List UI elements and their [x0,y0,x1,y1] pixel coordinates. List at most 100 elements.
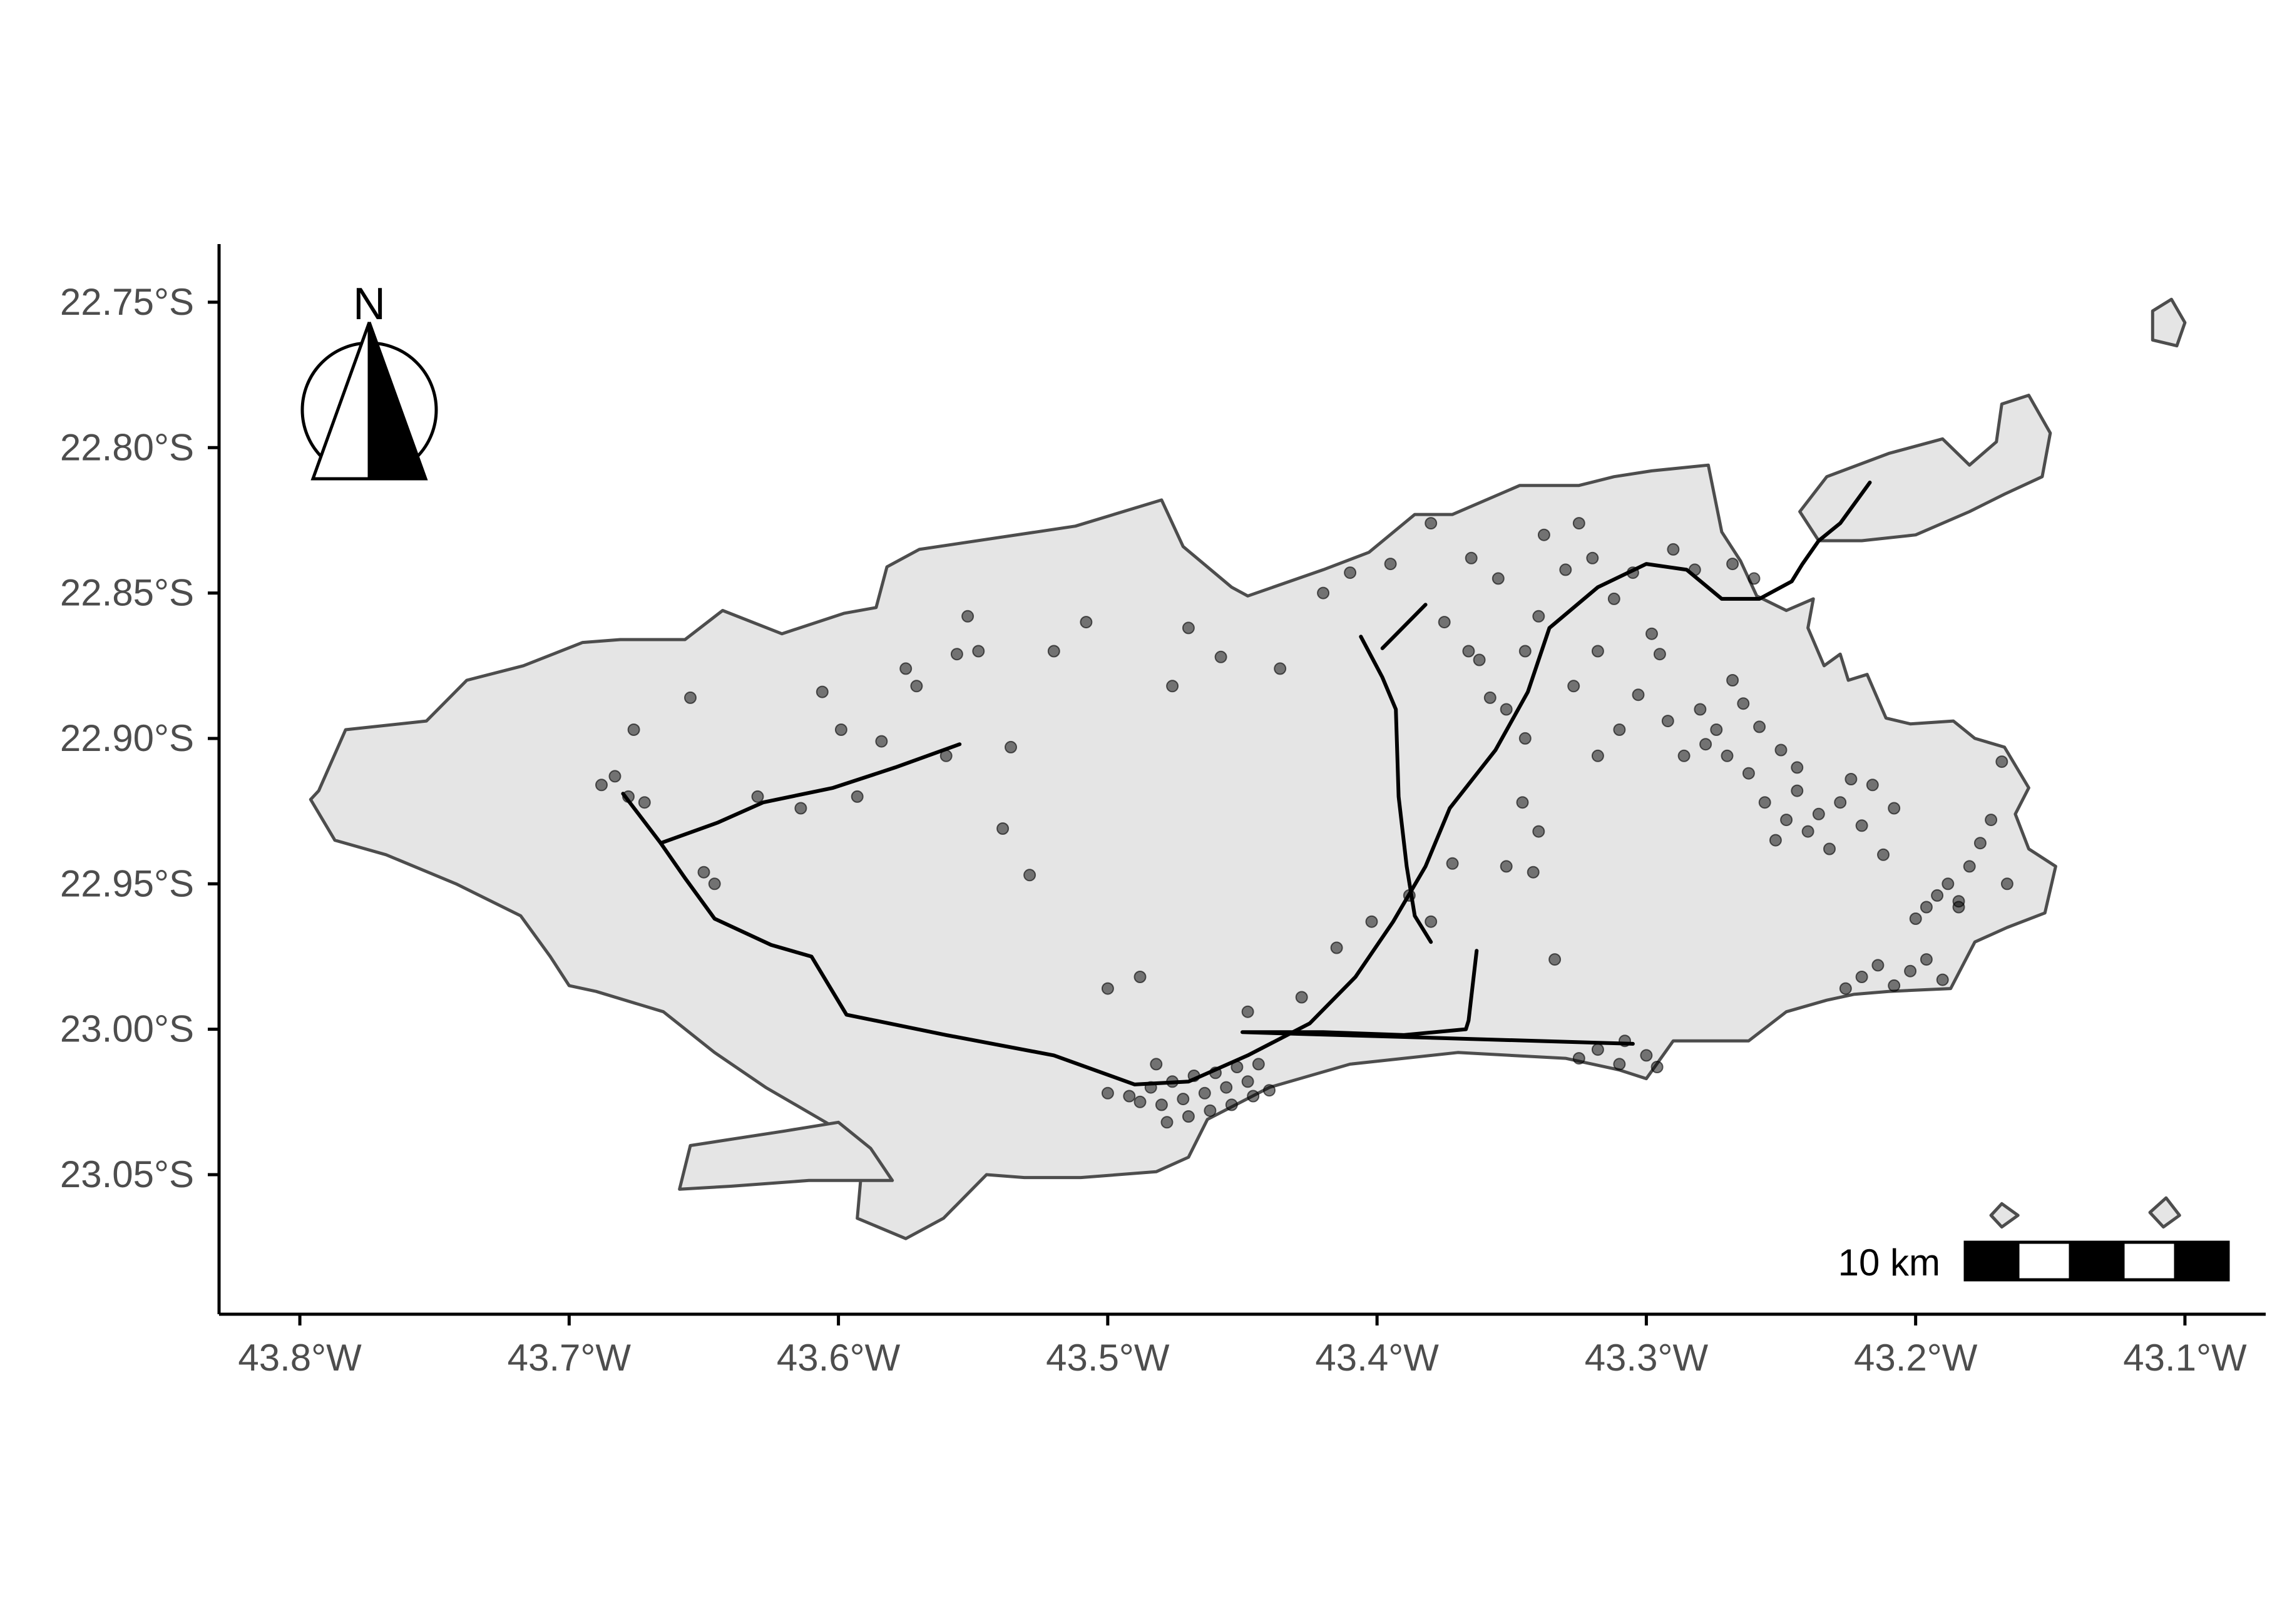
data-point [1491,572,1505,585]
data-point [1753,720,1766,733]
scale-bar-segment [2016,1240,2072,1282]
data-point [1567,680,1580,693]
x-tick-label: 43.8°W [238,1337,362,1379]
data-point [1726,674,1739,687]
data-point [1834,796,1847,809]
x-ticks: 43.8°W 43.7°W 43.6°W 43.5°W 43.4°W 43.3°W 43.2… [238,1314,2247,1379]
data-point [1230,1061,1244,1073]
data-point [1247,1090,1260,1103]
data-point [1166,680,1179,693]
data-point [1123,1090,1136,1103]
x-tick-label: 43.2°W [1854,1337,1978,1379]
data-point [1995,755,2008,769]
data-point [834,723,847,736]
data-point [1155,1098,1168,1111]
data-point [1241,1075,1254,1088]
north-arrow-letter: N [353,279,386,329]
data-point [1780,814,1793,827]
data-point [1548,953,1562,966]
x-tick-label: 43.6°W [777,1337,901,1379]
data-point [1446,857,1459,870]
data-point [1274,662,1287,675]
data-point [608,770,622,783]
data-point [875,735,888,748]
data-point [1699,738,1712,751]
data-point [595,779,608,792]
data-point [1952,901,1965,914]
data-point [1653,648,1666,661]
data-point [939,749,953,762]
data-point [622,790,635,803]
scale-bar-segment [2174,1240,2230,1282]
scale-bar-segment [1963,1240,2020,1282]
compass-needle-left [310,322,371,481]
data-point [1214,650,1227,663]
data-point [751,790,764,803]
data-point [1209,1066,1222,1080]
data-point [961,610,975,623]
data-point [1101,1086,1114,1100]
axes: 43.8°W 43.7°W 43.6°W 43.5°W 43.4°W 43.3°W 43.2… [60,244,2266,1379]
island-polygon [2148,1196,2181,1229]
data-point [1532,610,1545,623]
data-point [996,822,1010,835]
y-ticks: 22.75°S 22.80°S 22.85°S 22.90°S 22.95°S 23.00… [60,281,219,1195]
x-tick-label: 43.5°W [1046,1337,1170,1379]
data-point [950,648,963,661]
data-point [1791,761,1804,774]
data-point [1909,912,1922,925]
data-point [1855,971,1868,983]
data-point [1632,688,1645,702]
data-point [1640,1049,1653,1062]
data-point [2000,877,2013,891]
data-point [1855,819,1868,832]
data-point [1844,773,1858,785]
data-point [1769,834,1782,847]
data-point [1500,703,1513,716]
data-point [1931,889,1944,902]
data-point [1942,877,1955,891]
x-tick-label: 43.4°W [1315,1337,1439,1379]
data-point [1198,1086,1211,1100]
data-point [1710,723,1723,736]
y-tick-label: 22.95°S [60,862,194,904]
data-point [1920,901,1933,914]
data-point [1462,645,1475,658]
data-point [1791,784,1804,797]
data-point [1182,1110,1195,1123]
data-point [1839,982,1852,995]
island-polygon [2151,297,2187,348]
data-point [1220,1081,1233,1094]
data-point [1204,1104,1217,1117]
data-point [1613,1058,1626,1071]
data-point [851,790,864,803]
island-polygon [1798,394,2052,543]
data-point [1225,1098,1238,1111]
scale-bar-segments [1963,1240,2230,1282]
data-point [1774,743,1788,757]
data-point [1613,723,1626,736]
data-point [1182,621,1195,635]
y-tick-label: 23.05°S [60,1153,194,1195]
data-point [1888,979,1901,992]
data-point [1866,779,1879,792]
data-point [1438,616,1451,629]
data-point [1317,586,1330,600]
data-point [1150,1058,1163,1071]
data-point [794,802,807,815]
data-point [1737,697,1750,710]
data-point [1877,848,1890,861]
data-point [1626,566,1639,580]
data-point [1483,691,1497,704]
scale-bar-segment [2121,1240,2177,1282]
data-point [1801,825,1814,838]
data-point [1871,959,1885,972]
data-point [1973,837,1987,850]
data-point [1005,740,1017,753]
data-point [910,680,923,693]
data-point [1726,558,1739,571]
data-point [1586,551,1599,564]
data-point [1518,645,1532,658]
data-point [1101,982,1114,995]
